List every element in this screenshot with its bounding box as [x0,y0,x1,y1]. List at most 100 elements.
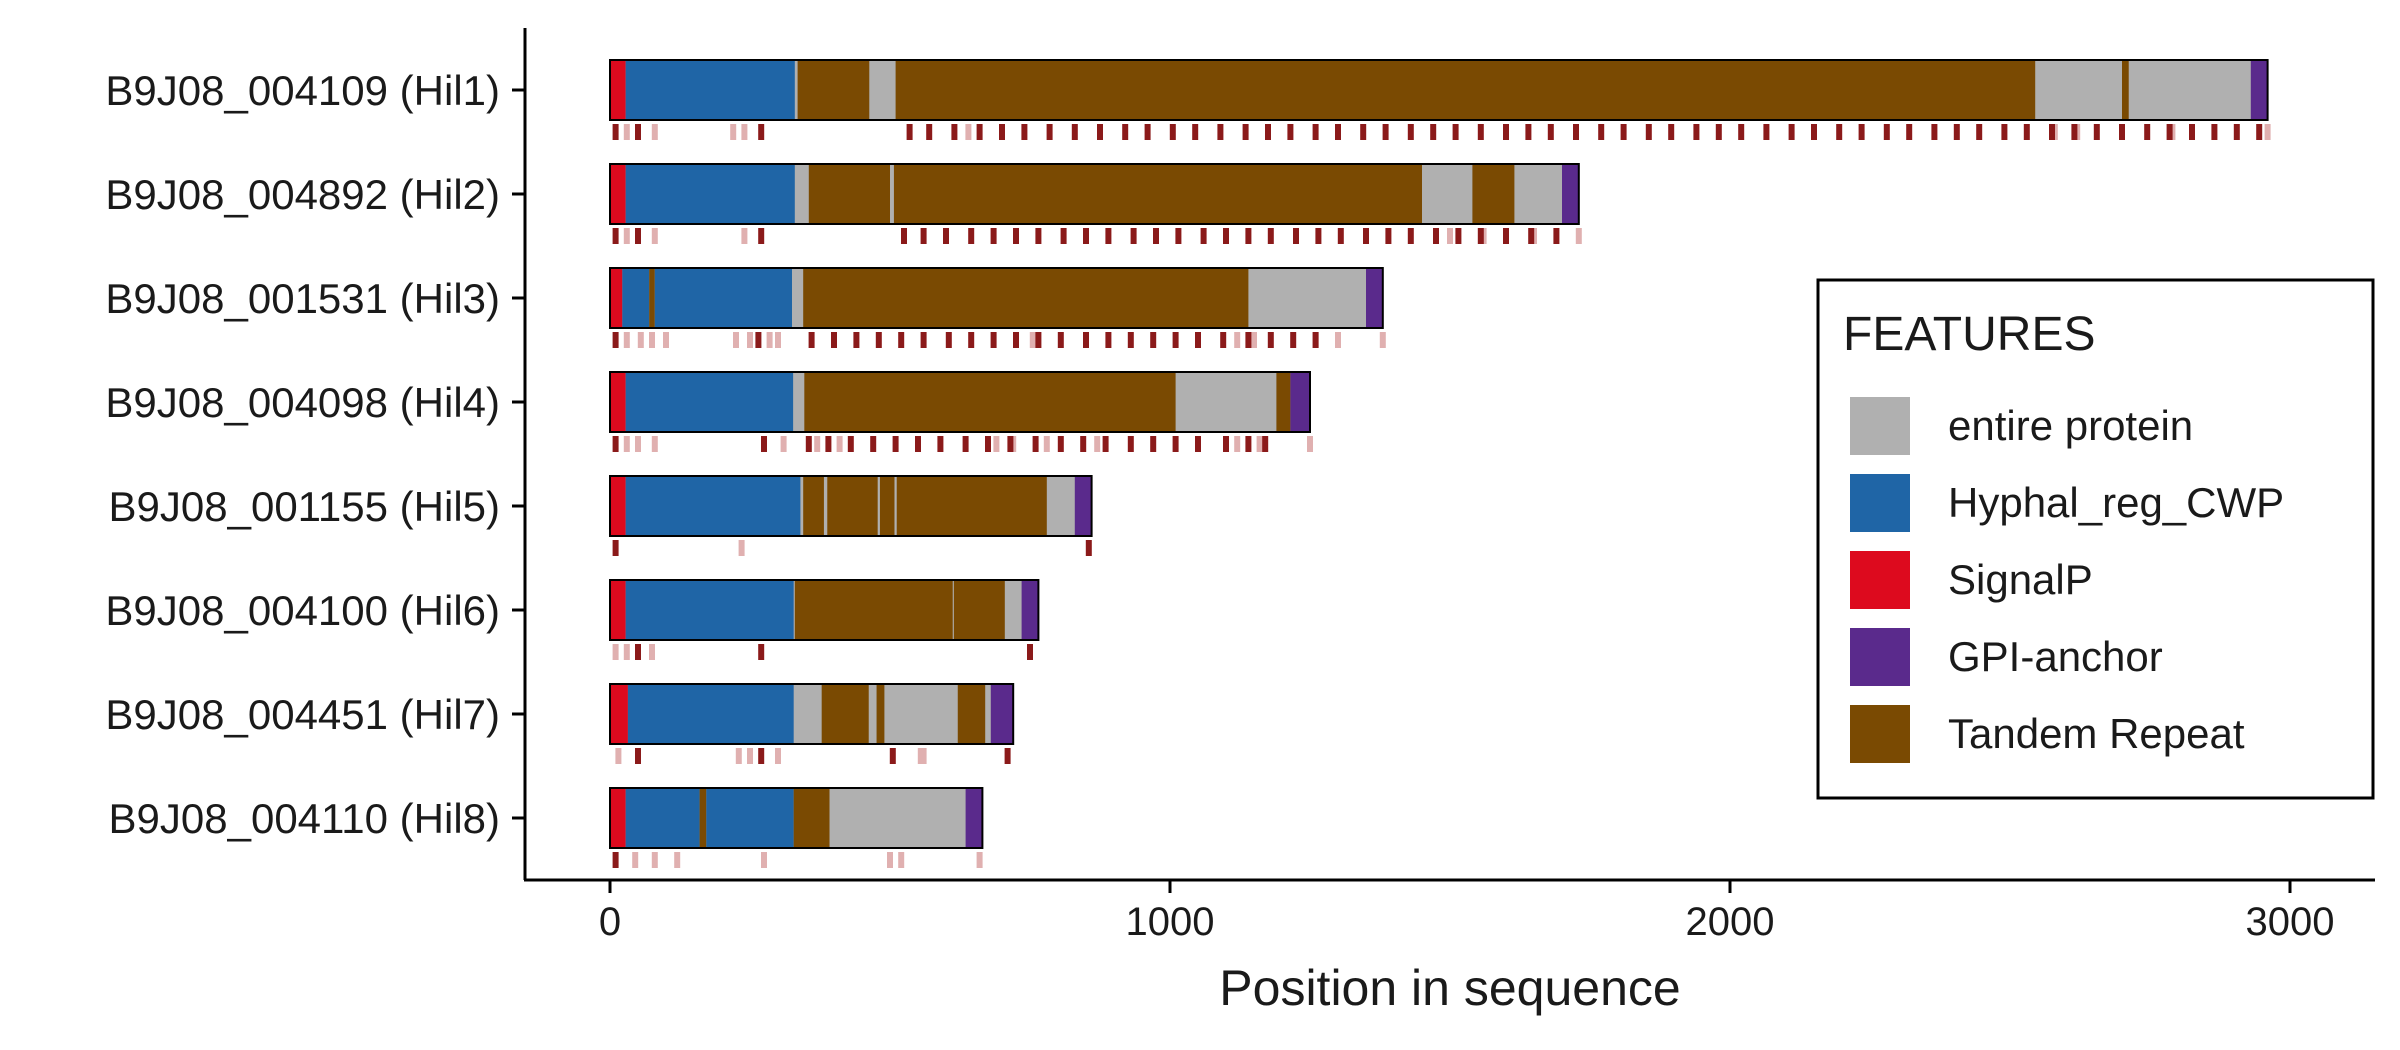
residue-tick [1004,748,1011,764]
residue-tick [2144,124,2151,140]
legend-swatch [1850,705,1910,763]
residue-tick [985,436,991,452]
residue-tick [758,644,765,660]
legend-title: FEATURES [1843,308,2095,361]
residue-tick [1223,436,1229,452]
residue-tick [926,124,933,140]
residue-tick [761,436,767,452]
residue-tick [1836,124,1843,140]
residue-tick-light [1256,436,1263,452]
residue-tick [847,436,854,452]
legend-entry-tandem-repeat: Tandem Repeat [1850,705,2245,763]
protein-row-b9j08-001155-hil5 [609,475,1093,556]
residue-tick [2211,124,2218,140]
residue-tick [1738,124,1745,140]
tandem-repeat-segment [699,788,707,848]
hyphal-reg-cwp-segment [625,788,700,848]
residue-tick-light [651,124,658,140]
residue-tick [1060,228,1067,244]
y-tick-label: B9J08_004451 (Hil7) [105,691,500,738]
residue-tick-light [623,644,630,660]
gpi-anchor-segment [990,684,1014,744]
residue-tick [1385,228,1392,244]
protein-outline [609,579,1040,641]
residue-tick [1080,436,1087,452]
residue-tick [612,332,619,348]
residue-tick [1153,228,1159,244]
residue-tick [2256,124,2263,140]
residue-tick [758,748,765,764]
residue-tick [1811,124,1817,140]
legend-swatch [1850,474,1910,532]
hyphal-reg-cwp-segment [625,372,794,432]
gpi-anchor-segment [1074,476,1092,536]
residue-tick [898,332,905,348]
residue-tick [990,228,997,244]
residue-tick [920,228,927,244]
residue-tick [1931,124,1938,140]
residue-tick [1407,124,1414,140]
residue-tick-light [747,748,753,764]
residue-tick [1035,332,1042,348]
residue-tick-light [674,852,681,868]
y-tick-labels: B9J08_004109 (Hil1) B9J08_004892 (Hil2) B9… [105,67,525,842]
residue-tick [612,540,619,556]
x-axis-title: Position in sequence [1219,960,1680,1016]
residue-tick-light [741,228,748,244]
residue-tick [937,436,944,452]
legend-entries: entire protein Hyphal_reg_CWP SignalP GPI-a… [1850,397,2284,763]
hyphal-reg-cwp-segment [625,60,795,120]
signalp-segment [610,164,626,224]
protein-row-b9j08-004892-hil2 [609,163,1582,244]
legend-entry-signalp: SignalP [1850,551,2093,609]
residue-tick [1693,124,1700,140]
residue-tick-light [1379,332,1386,348]
residue-tick [1150,436,1157,452]
residue-tick [1057,332,1064,348]
residue-tick [2166,124,2173,140]
legend: FEATURES entire protein Hyphal_reg_CWP Sig… [1816,278,2375,800]
residue-tick [1360,124,1367,140]
residue-tick [951,124,958,140]
residue-tick [1788,124,1795,140]
residue-tick [945,332,952,348]
residue-tick [2071,124,2078,140]
signalp-segment [610,60,626,120]
residue-tick [755,332,762,348]
residue-tick-light [836,436,843,452]
protein-outline [609,267,1384,329]
tandem-repeat-segment [797,60,870,120]
signalp-segment [610,580,626,640]
legend-swatch [1850,397,1910,455]
residue-tick [1027,644,1033,660]
tandem-repeat-segment [804,372,1176,432]
residue-tick [825,436,832,452]
residue-tick [1105,332,1112,348]
residue-tick-light [1234,436,1241,452]
protein-row-b9j08-004110-hil8 [609,787,984,868]
residue-tick-light [651,436,658,452]
residue-tick-light [651,852,658,868]
legend-label: SignalP [1948,556,2093,603]
residue-tick-light [730,124,737,140]
legend-label: Hyphal_reg_CWP [1948,479,2284,526]
legend-label: GPI-anchor [1948,633,2163,680]
residue-tick-light [920,748,927,764]
legend-box [1816,278,2375,800]
residue-tick [1645,124,1652,140]
residue-tick [870,436,877,452]
legend-entry-entire-protein: entire protein [1850,397,2193,455]
residue-tick-light [612,644,619,660]
residue-tick [1407,228,1414,244]
residue-tick-light [735,748,742,764]
tandem-repeat-segment [957,684,986,744]
residue-tick-light [898,852,905,868]
residue-tick-light [1251,332,1257,348]
residue-tick [1083,228,1089,244]
axes [523,28,2375,882]
y-tick-label: B9J08_004892 (Hil2) [105,171,500,218]
residue-tick [1335,124,1341,140]
residue-tick [853,332,860,348]
residue-tick-light [780,436,787,452]
